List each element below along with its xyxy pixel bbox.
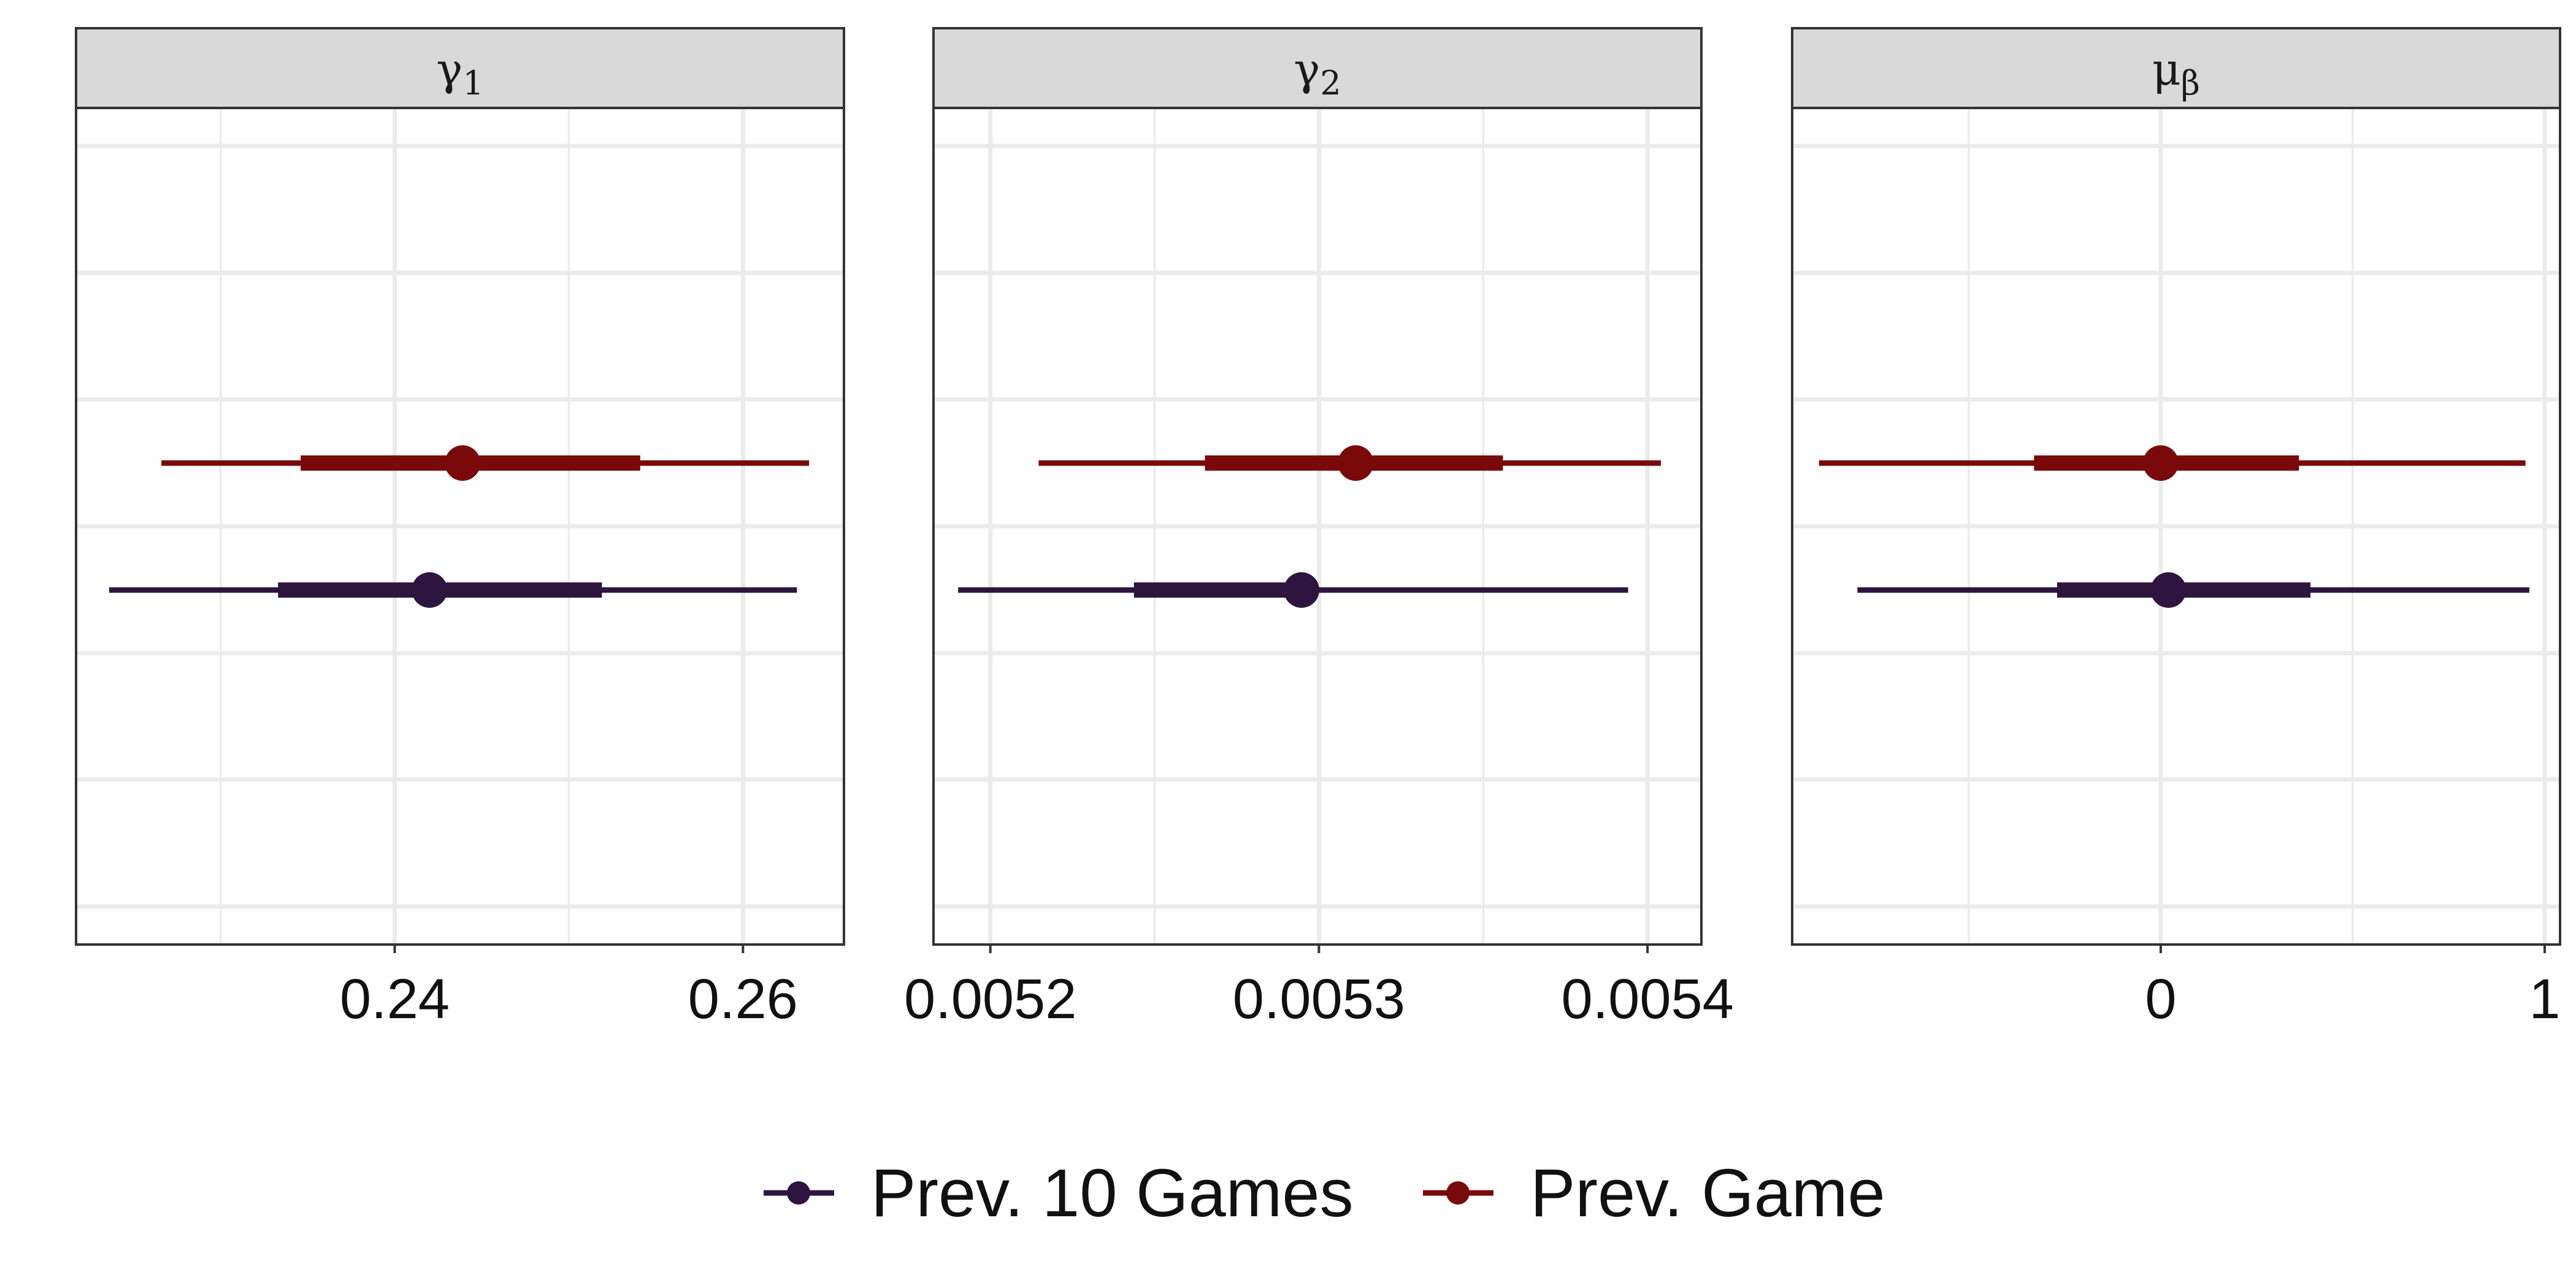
panel-strip-label: μβ [2152,44,2200,102]
panel-3: μβ 0 1 [1791,27,2561,1030]
x-tick-label: 0.24 [340,968,450,1030]
x-tick-label: 0.0052 [904,968,1076,1030]
panel-strip-label: γ1 [436,44,483,102]
point-estimate [412,572,448,608]
legend: Prev. 10 Games Prev. Game [764,1156,1885,1231]
legend-item: Prev. Game [1423,1156,1885,1231]
x-tick-label: 0.0054 [1561,968,1733,1030]
panel-strip [932,27,1703,109]
x-tick-label: 0 [2145,968,2176,1030]
point-estimate [1338,445,1374,481]
panel-strip [75,27,845,109]
point-estimate [2150,572,2187,608]
panel-border [1791,107,2561,946]
panel-strip [1791,27,2561,109]
legend-label: Prev. 10 Games [871,1156,1354,1231]
panel-border [932,107,1703,946]
panel-strip-label: γ2 [1294,44,1341,102]
x-tick-label: 0.26 [688,968,798,1030]
legend-key-point [1446,1181,1470,1205]
point-estimate [445,445,481,481]
legend-item: Prev. 10 Games [764,1156,1354,1231]
x-tick-label: 0.0053 [1233,968,1405,1030]
panel-1: γ1 0.24 0.26 [75,27,845,1030]
legend-label: Prev. Game [1530,1156,1885,1231]
point-estimate [1284,572,1320,608]
panel-border [75,107,845,946]
point-estimate [2142,445,2179,481]
legend-key-point [787,1181,810,1205]
panel-2: γ2 0.0052 0.0053 0.0054 [904,27,1734,1030]
x-tick-label: 1 [2529,968,2560,1030]
